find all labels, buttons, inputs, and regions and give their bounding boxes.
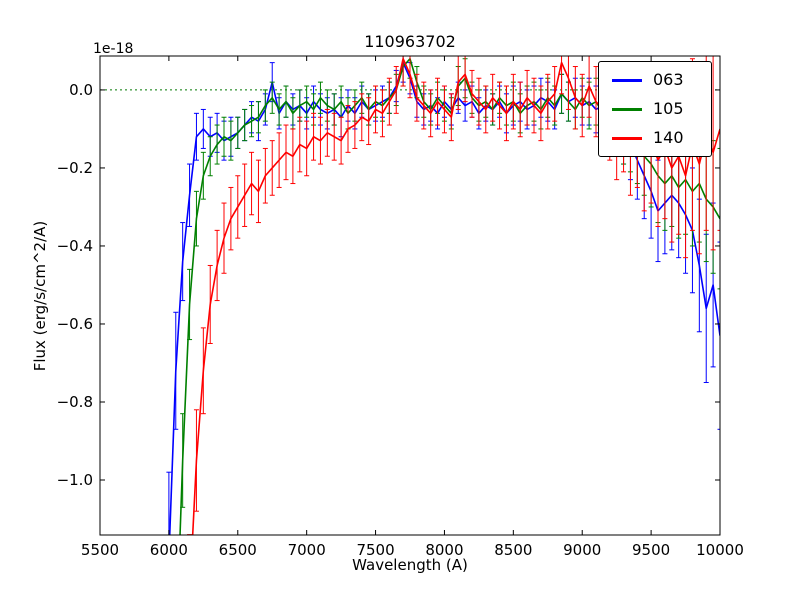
- y-axis-label: Flux (erg/s/cm^2/A): [31, 220, 49, 372]
- x-tick-label: 8000: [425, 541, 463, 559]
- x-tick-label: 8500: [494, 541, 532, 559]
- y-tick-label: 0.0: [69, 81, 93, 99]
- legend-line-swatch: [612, 136, 642, 140]
- y-tick-label: −0.6: [57, 315, 93, 333]
- y-axis-offset-label: 1e-18: [93, 41, 134, 57]
- legend-label: 105: [653, 99, 684, 118]
- x-tick-label: 6500: [219, 541, 257, 559]
- x-tick-label: 9000: [563, 541, 601, 559]
- x-tick-label: 6000: [150, 541, 188, 559]
- y-tick-label: −0.4: [57, 237, 93, 255]
- x-tick-label: 7500: [356, 541, 394, 559]
- y-tick-label: −1.0: [57, 471, 93, 489]
- legend: 063 105 140: [598, 61, 712, 157]
- legend-label: 140: [653, 128, 684, 147]
- legend-entry-063: 063: [612, 71, 698, 89]
- y-tick-label: −0.8: [57, 393, 93, 411]
- x-tick-label: 9500: [632, 541, 670, 559]
- x-axis-label: Wavelength (A): [352, 556, 468, 574]
- legend-entry-140: 140: [612, 129, 698, 147]
- x-tick-label: 10000: [696, 541, 744, 559]
- x-tick-label: 5500: [81, 541, 119, 559]
- y-tick-label: −0.2: [57, 159, 93, 177]
- chart-title: 110963702: [364, 32, 456, 51]
- legend-line-swatch: [612, 78, 642, 82]
- x-tick-label: 7000: [288, 541, 326, 559]
- axes-frame: [99, 55, 721, 536]
- legend-line-swatch: [612, 107, 642, 111]
- legend-label: 063: [653, 70, 684, 89]
- legend-entry-105: 105: [612, 100, 698, 118]
